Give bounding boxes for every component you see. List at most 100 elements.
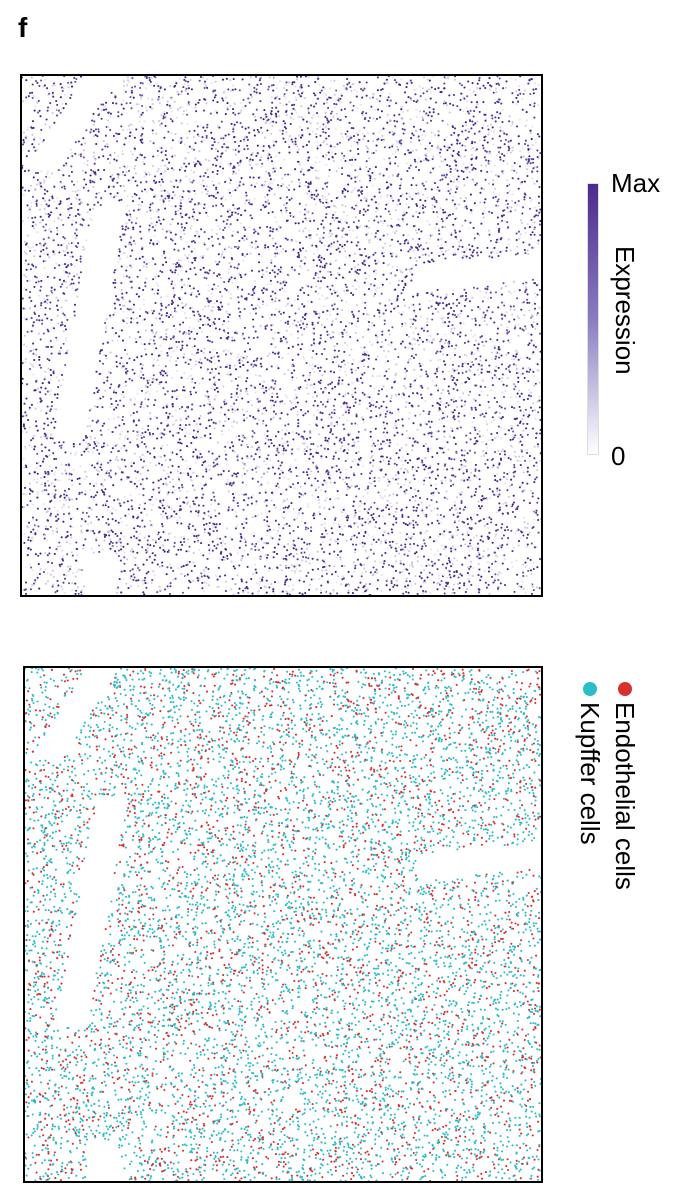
expression-point — [382, 273, 385, 276]
expression-point — [64, 328, 67, 331]
expression-point — [294, 143, 297, 146]
expression-point — [287, 505, 291, 508]
expression-point — [129, 569, 132, 572]
expression-point — [300, 83, 303, 86]
expression-point — [194, 448, 197, 451]
expression-point — [395, 517, 398, 520]
expression-point — [496, 435, 499, 438]
expression-point — [472, 335, 475, 338]
expression-point — [347, 570, 350, 573]
expression-point — [140, 389, 144, 392]
expression-point — [255, 417, 258, 420]
expression-point — [169, 532, 172, 535]
expression-point — [463, 454, 466, 457]
expression-point — [440, 479, 443, 482]
expression-point — [422, 204, 425, 207]
expression-point — [236, 231, 239, 234]
expression-point — [160, 422, 163, 425]
expression-point — [530, 198, 534, 201]
expression-point — [24, 275, 28, 278]
expression-point — [526, 422, 529, 425]
expression-point — [316, 248, 319, 251]
expression-point — [245, 581, 248, 584]
expression-point — [466, 523, 470, 526]
expression-point — [316, 122, 319, 125]
expression-point — [147, 428, 150, 431]
expression-point — [522, 563, 525, 566]
expression-point — [513, 436, 516, 439]
expression-point — [403, 568, 406, 571]
expression-point — [298, 248, 302, 251]
expression-point — [156, 154, 159, 157]
expression-point — [491, 247, 494, 250]
expression-point — [218, 575, 222, 578]
expression-point — [488, 531, 491, 534]
expression-point — [299, 170, 302, 173]
expression-point — [333, 550, 336, 553]
expression-point — [321, 559, 324, 562]
expression-point — [327, 175, 330, 178]
expression-point — [315, 418, 319, 421]
expression-point — [60, 306, 63, 309]
expression-point — [329, 498, 332, 501]
expression-point — [135, 193, 138, 197]
expression-point — [296, 325, 299, 329]
expression-point — [538, 587, 541, 590]
expression-point — [514, 532, 517, 535]
expression-point — [401, 588, 404, 591]
expression-point — [343, 277, 346, 280]
expression-point — [439, 179, 442, 182]
expression-point — [37, 491, 40, 494]
expression-point — [327, 127, 330, 130]
expression-point — [160, 254, 163, 257]
expression-point — [256, 480, 260, 483]
expression-point — [524, 227, 527, 230]
expression-point — [386, 121, 389, 124]
expression-point — [79, 223, 82, 226]
expression-point — [205, 427, 208, 430]
expression-point — [325, 358, 328, 361]
expression-point — [283, 583, 286, 586]
expression-point — [443, 378, 446, 381]
expression-point — [173, 307, 176, 310]
expression-point — [269, 230, 272, 233]
expression-point — [119, 184, 122, 188]
expression-point — [132, 550, 135, 553]
expression-point — [529, 103, 532, 106]
expression-point — [135, 341, 138, 344]
expression-point — [22, 143, 25, 146]
expression-point — [497, 366, 500, 369]
expression-point — [138, 503, 142, 506]
expression-point — [437, 366, 440, 369]
expression-point — [372, 518, 375, 521]
expression-point — [217, 237, 220, 240]
expression-point — [530, 333, 533, 336]
expression-point — [453, 203, 457, 206]
expression-point — [207, 584, 210, 587]
expression-point — [385, 203, 388, 206]
expression-point — [315, 102, 318, 105]
expression-point — [384, 551, 387, 555]
expression-point — [36, 231, 39, 234]
expression-point — [269, 182, 272, 185]
expression-point — [496, 487, 499, 490]
expression-point — [419, 585, 423, 588]
expression-point — [413, 368, 416, 371]
expression-point — [477, 574, 480, 577]
expression-point — [117, 586, 120, 589]
expression-point — [65, 574, 68, 577]
expression-point — [76, 586, 80, 589]
expression-point — [137, 585, 140, 588]
expression-point — [534, 436, 538, 439]
expression-point — [456, 511, 459, 514]
expression-point — [337, 247, 340, 250]
expression-point — [527, 394, 530, 397]
expression-point — [318, 125, 322, 129]
expression-point — [24, 361, 27, 364]
expression-point — [485, 117, 488, 121]
expression-point — [217, 124, 220, 127]
expression-point — [287, 585, 290, 588]
expression-point — [170, 167, 174, 170]
expression-point — [341, 236, 344, 239]
expression-point — [318, 513, 322, 516]
